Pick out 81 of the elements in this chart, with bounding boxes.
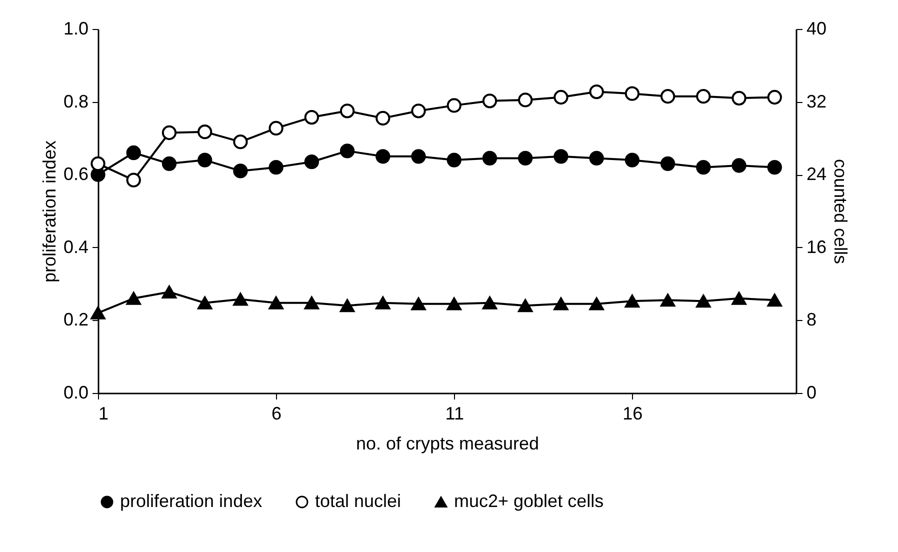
point [482, 296, 498, 310]
point [126, 145, 141, 160]
point [732, 90, 746, 106]
point [589, 297, 604, 310]
point [767, 160, 782, 175]
point [376, 110, 390, 126]
point [304, 110, 319, 125]
point [696, 294, 711, 308]
legend-label: muc2+ goblet cells [454, 491, 604, 511]
point [554, 90, 568, 105]
point [767, 90, 782, 105]
point [732, 158, 746, 173]
point [624, 86, 640, 101]
point [589, 84, 604, 100]
point [340, 144, 355, 158]
y2-axis-title: counted cells [830, 158, 851, 264]
point [411, 149, 426, 164]
point [660, 294, 676, 307]
point [554, 297, 568, 310]
y2-tick-label: 24 [806, 164, 827, 184]
point [304, 296, 319, 310]
y-tick-label: 0.8 [63, 91, 88, 112]
point [376, 149, 390, 164]
point [268, 120, 284, 136]
point [198, 152, 212, 168]
x-tick-label: 1 [98, 404, 109, 424]
point [482, 94, 498, 108]
point [446, 98, 462, 113]
point [198, 296, 212, 310]
point [126, 172, 141, 188]
point [660, 89, 676, 104]
legend-label: proliferation index [120, 491, 262, 511]
point [446, 152, 462, 168]
y-tick-label: 0.2 [63, 310, 88, 330]
point [482, 150, 498, 166]
point [696, 89, 711, 104]
point [162, 125, 177, 140]
point [518, 92, 533, 108]
y-tick-label: 0.6 [63, 164, 88, 184]
point [624, 152, 640, 168]
y2-tick-label: 16 [806, 236, 827, 257]
y-tick-label: 1.0 [63, 18, 88, 38]
x-tick-label: 6 [272, 404, 282, 424]
point [411, 104, 426, 118]
point [90, 156, 106, 171]
y-tick-label: 0.4 [63, 236, 88, 257]
point [589, 150, 604, 166]
point [767, 294, 782, 307]
point [162, 286, 177, 298]
point [340, 299, 355, 312]
point [624, 294, 640, 308]
point [304, 154, 319, 170]
point [732, 292, 746, 305]
x-tick-label: 16 [622, 404, 643, 424]
point [411, 297, 426, 310]
point [233, 292, 248, 306]
point [162, 156, 177, 171]
y2-tick-label: 8 [806, 310, 817, 330]
x-tick-label: 11 [445, 404, 464, 424]
y2-tick-label: 0 [806, 382, 817, 402]
point [126, 292, 141, 305]
point [660, 156, 676, 171]
point [554, 149, 568, 164]
y2-tick-label: 32 [806, 91, 827, 112]
point [340, 104, 355, 118]
point [198, 124, 212, 140]
point [90, 306, 106, 320]
point [268, 160, 284, 175]
point [376, 296, 390, 310]
y-axis-title: proliferation index [39, 140, 60, 283]
point [233, 134, 248, 150]
point [518, 150, 533, 166]
point [233, 164, 248, 178]
y-tick-label: 0.0 [63, 382, 88, 402]
legend-label: total nuclei [315, 491, 402, 511]
point [518, 299, 533, 312]
x-axis-title: no. of crypts measured [356, 434, 540, 454]
point [446, 297, 462, 310]
point [268, 296, 284, 310]
point [696, 160, 711, 175]
y2-tick-label: 40 [806, 18, 827, 38]
